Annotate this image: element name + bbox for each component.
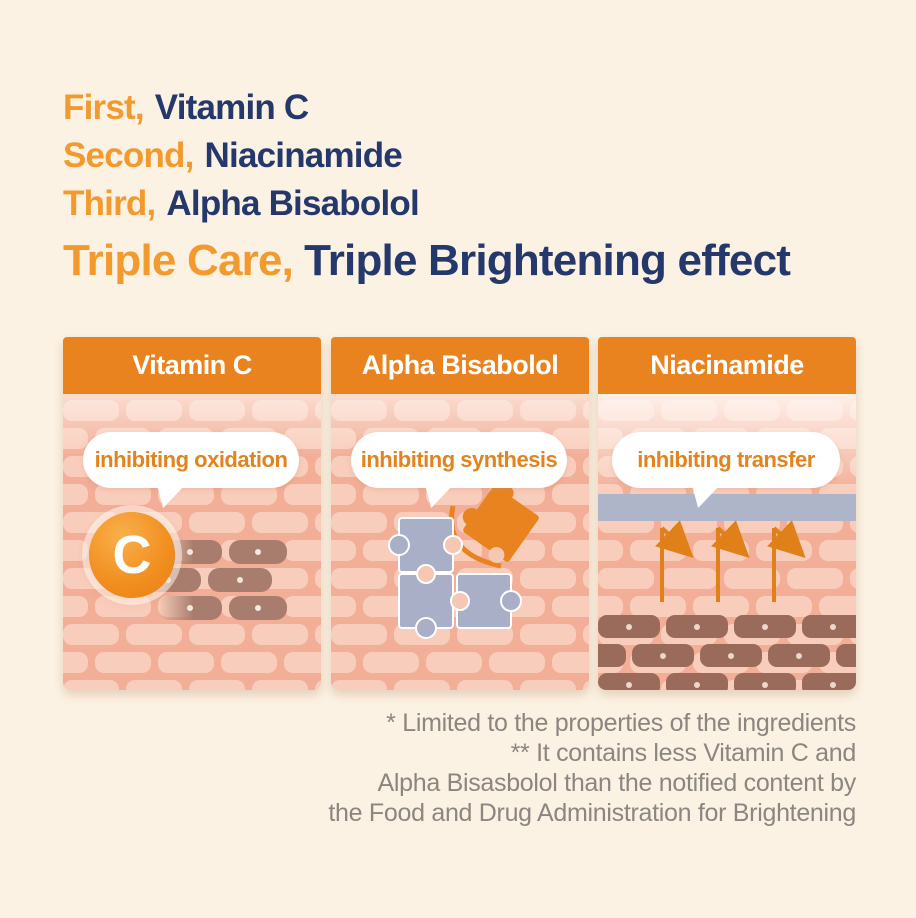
headline-rest-1: Vitamin C xyxy=(154,88,309,127)
pigment-brick xyxy=(229,540,287,564)
panel-alpha-bisabolol-body: inhibiting synthesis xyxy=(331,394,589,690)
footnote-line: Alpha Bisasbolol than the notified conte… xyxy=(377,769,856,797)
pigment-brick xyxy=(208,568,272,592)
headline-line-2: Second, Niacinamide xyxy=(63,132,790,180)
footnote: * Limited to the properties of the ingre… xyxy=(328,708,856,828)
headline-line-3: Third, Alpha Bisabolol xyxy=(63,180,790,228)
vitamin-c-badge-icon: C xyxy=(89,512,175,598)
headline-rest-4: Triple Brightening effect xyxy=(304,236,791,285)
headline-line-1: First, Vitamin C xyxy=(63,84,790,132)
headline-accent-3: Third, xyxy=(63,184,156,223)
panel-niacinamide-body: inhibiting transfer xyxy=(598,394,856,690)
deflected-arrows-icon xyxy=(655,520,806,602)
footnote-line: the Food and Drug Administration for Bri… xyxy=(328,799,856,827)
melanin-brick-strip xyxy=(598,610,856,690)
footnote-line: ** It contains less Vitamin C and xyxy=(510,739,857,767)
panel-niacinamide-title: Niacinamide xyxy=(598,337,856,394)
panel-vitamin-c-body: C inhibiting oxidation xyxy=(63,394,321,690)
panel-niacinamide: Niacinamide xyxy=(598,337,856,690)
panel-vitamin-c: Vitamin C C inhibiting oxidation xyxy=(63,337,321,690)
panel-vitamin-c-title: Vitamin C xyxy=(63,337,321,394)
headline-accent-2: Second, xyxy=(63,136,194,175)
headline: First, Vitamin C Second, Niacinamide Third… xyxy=(63,84,791,290)
headline-rest-3: Alpha Bisabolol xyxy=(166,184,419,223)
headline-accent-4: Triple Care, xyxy=(63,236,294,285)
panel-alpha-bisabolol-title: Alpha Bisabolol xyxy=(331,337,589,394)
barrier-bar xyxy=(598,494,856,521)
headline-line-4: Triple Care, Triple Brightening effect xyxy=(63,232,791,290)
pigment-brick xyxy=(158,596,222,620)
headline-rest-2: Niacinamide xyxy=(204,136,403,175)
pigment-brick xyxy=(229,596,287,620)
speech-bubble: inhibiting oxidation xyxy=(83,432,299,488)
footnote-line: * Limited to the properties of the ingre… xyxy=(386,709,856,737)
speech-bubble: inhibiting transfer xyxy=(612,432,840,488)
speech-bubble: inhibiting synthesis xyxy=(351,432,567,488)
headline-accent-1: First, xyxy=(63,88,145,127)
panel-alpha-bisabolol: Alpha Bisabolol xyxy=(331,337,589,690)
puzzle-icon xyxy=(388,485,539,639)
